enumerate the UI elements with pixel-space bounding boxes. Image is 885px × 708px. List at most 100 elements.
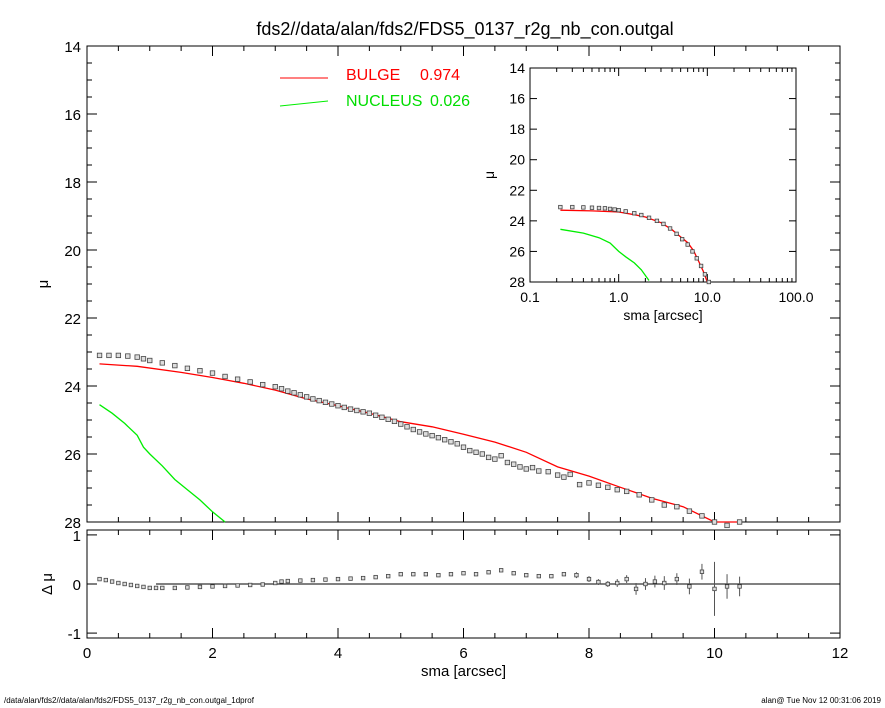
residual-data-point [273, 580, 278, 586]
observed-data-point [467, 447, 473, 454]
observed-data-point [636, 492, 642, 498]
main-y-tick-label: 16 [64, 107, 81, 124]
inset-y-tick-label: 14 [509, 60, 525, 76]
residual-data-point [511, 571, 516, 576]
residual-data-point [674, 576, 679, 582]
residual-data-point [103, 577, 108, 583]
observed-data-point [335, 403, 341, 409]
observed-data-point [125, 353, 131, 359]
residual-data-point [605, 581, 610, 587]
residual-data-point [116, 580, 121, 586]
residual-data-point [561, 572, 567, 577]
observed-data-point [316, 397, 322, 404]
observed-data-point [595, 482, 602, 488]
bulge-model-line [99, 363, 740, 523]
observed-data-point [529, 464, 536, 471]
residual-data-point [160, 585, 165, 591]
observed-data-point [96, 352, 103, 359]
residual-data-point [536, 573, 541, 579]
inset-nucleus-model-line [560, 228, 650, 281]
observed-data-point [329, 401, 335, 407]
inset-observed-data-point [674, 231, 679, 237]
observed-data-point [159, 360, 165, 366]
footer-file-path: /data/alan/fds2//data/alan/fds2/FDS5_013… [4, 696, 254, 705]
observed-data-point [222, 373, 228, 380]
inset-x-tick-label: 0.1 [520, 289, 540, 305]
observed-data-point [410, 426, 416, 433]
observed-data-point [140, 356, 147, 362]
legend-value-bulge: 0.974 [420, 67, 460, 84]
inset-observed-data-point [706, 279, 711, 285]
inset-y-tick-label: 20 [509, 152, 525, 168]
inset-observed-data-point [690, 249, 695, 254]
observed-data-point [674, 504, 680, 510]
inset-observed-data-point [685, 242, 690, 247]
observed-data-point [517, 464, 523, 470]
residual-x-tick-label: 4 [334, 645, 342, 662]
residual-data-point [643, 581, 648, 587]
residual-x-tick-label: 6 [459, 645, 467, 662]
inset-observed-data-point [694, 256, 699, 261]
observed-data-point [115, 352, 122, 359]
residual-data-point [586, 576, 592, 582]
legend-value-nucleus: 0.026 [430, 93, 470, 110]
inset-observed-data-point [602, 206, 608, 211]
main-y-tick-label: 28 [64, 515, 81, 532]
residual-data-point [97, 576, 102, 582]
observed-data-point [686, 508, 693, 514]
observed-data-point [567, 471, 573, 478]
residual-data-point [448, 572, 454, 577]
inset-observed-data-point [639, 212, 644, 218]
observed-data-point [303, 394, 310, 400]
residual-data-point [279, 579, 284, 584]
observed-data-point [172, 362, 178, 369]
observed-data-point [278, 386, 285, 392]
observed-data-point [379, 414, 385, 420]
observed-data-point [322, 399, 329, 405]
residual-data-point [662, 580, 667, 586]
observed-data-point [536, 468, 542, 474]
residual-y-tick-label: 0 [73, 577, 81, 594]
observed-data-point [448, 439, 454, 445]
residual-data-point [235, 583, 240, 588]
observed-data-point [260, 381, 266, 388]
observed-data-point [498, 453, 504, 459]
inset-observed-data-point [680, 237, 685, 242]
inset-observed-data-point [581, 205, 586, 210]
observed-data-point [711, 519, 718, 525]
residual-data-point [135, 583, 140, 589]
residual-data-point [141, 584, 146, 590]
observed-data-point [366, 410, 373, 416]
observed-data-point [247, 379, 253, 385]
observed-data-point [423, 431, 429, 437]
residual-data-point [348, 576, 353, 581]
observed-data-point [310, 396, 316, 402]
observed-data-point [398, 421, 404, 427]
observed-data-point [234, 376, 241, 382]
observed-data-point [605, 484, 611, 490]
residual-data-point [652, 579, 658, 584]
residual-data-point [549, 573, 554, 579]
residual-data-point [153, 585, 159, 591]
observed-data-point [147, 357, 153, 364]
residual-data-point [128, 582, 134, 588]
observed-data-point [460, 444, 467, 450]
inset-observed-data-point [596, 205, 602, 211]
observed-data-point [385, 416, 391, 422]
observed-data-point [134, 354, 140, 360]
residual-data-point [436, 573, 441, 578]
inset-observed-data-point [623, 209, 628, 214]
observed-data-point [624, 488, 630, 495]
inset-observed-data-point [616, 208, 621, 213]
observed-data-point [372, 412, 379, 418]
observed-data-point [561, 474, 567, 480]
observed-data-point [736, 519, 743, 525]
inset-observed-data-point [698, 263, 704, 269]
residual-data-point [222, 583, 228, 589]
residual-data-point [737, 584, 742, 589]
observed-data-point [297, 392, 304, 398]
observed-data-point [479, 451, 485, 457]
observed-data-point [184, 365, 191, 371]
residual-data-point [498, 568, 504, 573]
inset-y-tick-label: 18 [509, 121, 525, 137]
